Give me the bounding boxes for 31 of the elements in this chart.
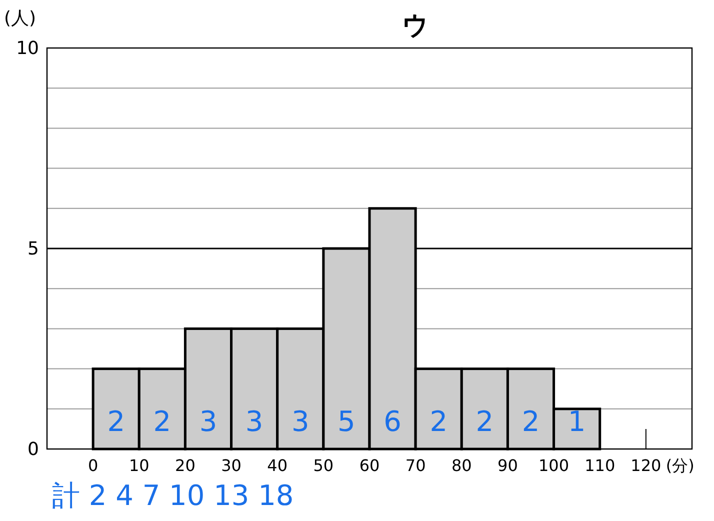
x-tick-label: 60	[359, 456, 380, 475]
x-tick-label: 80	[451, 456, 472, 475]
x-tick-label: 90	[498, 456, 518, 475]
y-tick-label: 0	[28, 439, 39, 460]
x-tick-label: 0	[88, 456, 98, 475]
y-axis-title: (人)	[4, 8, 36, 29]
x-tick-label: 40	[267, 456, 288, 475]
data-label: 1	[568, 405, 586, 438]
x-tick-label: 50	[313, 456, 334, 475]
data-label: 3	[291, 405, 310, 438]
data-label: 2	[522, 405, 540, 438]
data-label: 2	[476, 405, 494, 438]
data-label: 2	[430, 405, 448, 438]
y-tick-label: 5	[28, 238, 39, 260]
data-label: 3	[245, 405, 264, 438]
x-tick-label: 110	[584, 456, 616, 475]
x-tick-label: 20	[175, 456, 196, 475]
x-tick-label: 120	[630, 456, 662, 475]
data-label: 6	[384, 405, 402, 438]
x-tick-label: 10	[128, 456, 150, 475]
data-label: 2	[107, 405, 126, 438]
data-label: 5	[338, 405, 356, 438]
data-label: 2	[153, 405, 172, 438]
x-tick-label: 70	[405, 456, 426, 475]
y-tick-label: 10	[16, 38, 39, 59]
x-tick-label: 30	[221, 456, 242, 475]
data-label: 3	[199, 405, 218, 438]
text: 計 2 4 7 10 13 18	[52, 479, 294, 512]
x-axis-title: (分)	[666, 456, 694, 475]
chart-title: ウ	[402, 11, 429, 41]
x-tick-label: 100	[538, 456, 570, 475]
